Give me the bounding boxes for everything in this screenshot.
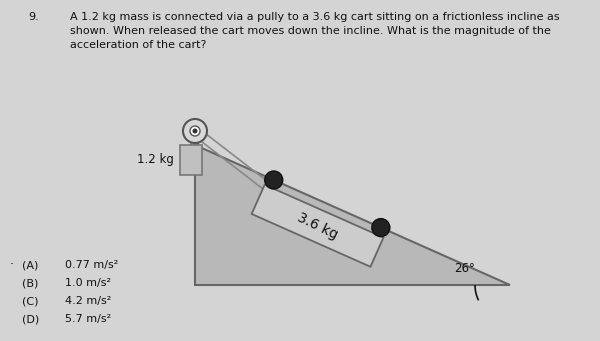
- Circle shape: [372, 219, 390, 237]
- Text: (D): (D): [22, 314, 39, 324]
- Text: 4.2 m/s²: 4.2 m/s²: [65, 296, 111, 306]
- Circle shape: [190, 126, 200, 136]
- Text: (B): (B): [22, 278, 38, 288]
- Text: 1.2 kg: 1.2 kg: [137, 153, 174, 166]
- Text: ·: ·: [10, 258, 14, 271]
- Text: A 1.2 kg mass is connected via a pully to a 3.6 kg cart sitting on a frictionles: A 1.2 kg mass is connected via a pully t…: [70, 12, 560, 22]
- Bar: [180, 145, 202, 175]
- Text: shown. When released the cart moves down the incline. What is the magnitude of t: shown. When released the cart moves down…: [70, 26, 551, 36]
- Bar: [193, 143, 197, 147]
- Circle shape: [183, 119, 207, 143]
- Text: 0.77 m/s²: 0.77 m/s²: [65, 260, 118, 270]
- Text: 9.: 9.: [28, 12, 39, 22]
- Text: 5.7 m/s²: 5.7 m/s²: [65, 314, 111, 324]
- Text: 26°: 26°: [455, 262, 475, 275]
- Text: (C): (C): [22, 296, 38, 306]
- Text: acceleration of the cart?: acceleration of the cart?: [70, 40, 206, 50]
- Polygon shape: [195, 145, 510, 285]
- Polygon shape: [251, 185, 383, 267]
- Circle shape: [193, 129, 197, 133]
- Circle shape: [265, 171, 283, 189]
- Text: (A): (A): [22, 260, 38, 270]
- Text: 3.6 kg: 3.6 kg: [295, 210, 340, 241]
- Text: 1.0 m/s²: 1.0 m/s²: [65, 278, 111, 288]
